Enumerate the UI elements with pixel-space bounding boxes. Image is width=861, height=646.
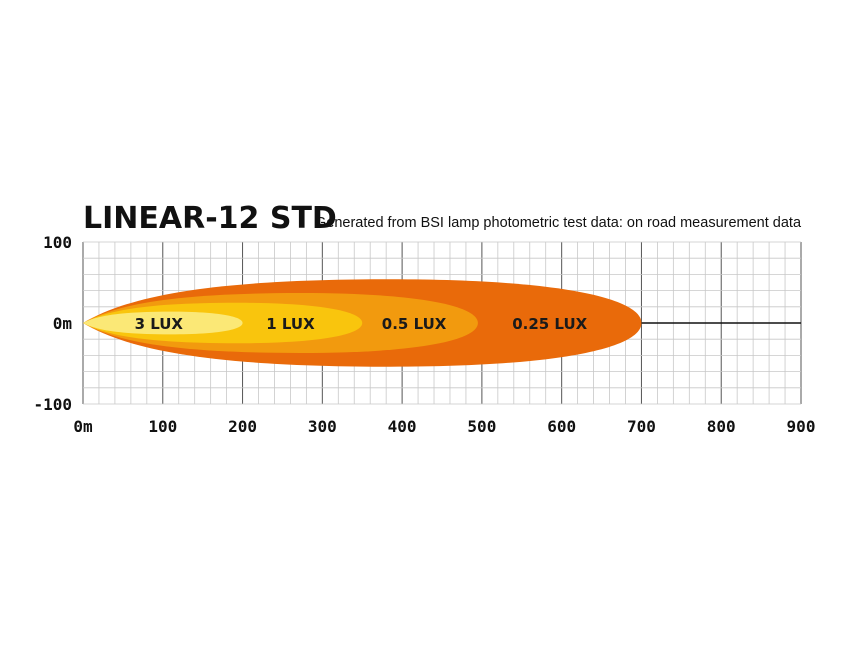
- x-tick-label: 800: [707, 417, 736, 436]
- zone-label: 1 LUX: [266, 315, 315, 333]
- y-tick-label: -100: [33, 395, 72, 414]
- x-tick-label: 0m: [73, 417, 93, 436]
- beam-zones: [83, 279, 642, 367]
- y-tick-label: 0m: [53, 314, 73, 333]
- x-tick-label: 900: [787, 417, 816, 436]
- x-tick-label: 700: [627, 417, 656, 436]
- chart-title: LINEAR-12 STD: [83, 201, 337, 236]
- zone-label: 0.25 LUX: [512, 315, 587, 333]
- x-tick-label: 200: [228, 417, 257, 436]
- y-tick-label: 100: [43, 233, 72, 252]
- zone-label: 0.5 LUX: [382, 315, 447, 333]
- zone-labels: 0.25 LUX 0.5 LUX 1 LUX 3 LUX: [135, 315, 588, 333]
- chart-subtitle: Generated from BSI lamp photometric test…: [315, 215, 802, 231]
- x-tick-label: 400: [388, 417, 417, 436]
- x-tick-label: 100: [148, 417, 177, 436]
- x-tick-label: 300: [308, 417, 337, 436]
- x-tick-label: 600: [547, 417, 576, 436]
- beam-zone: [83, 311, 243, 335]
- x-tick-label: 500: [467, 417, 496, 436]
- zone-label: 3 LUX: [135, 315, 184, 333]
